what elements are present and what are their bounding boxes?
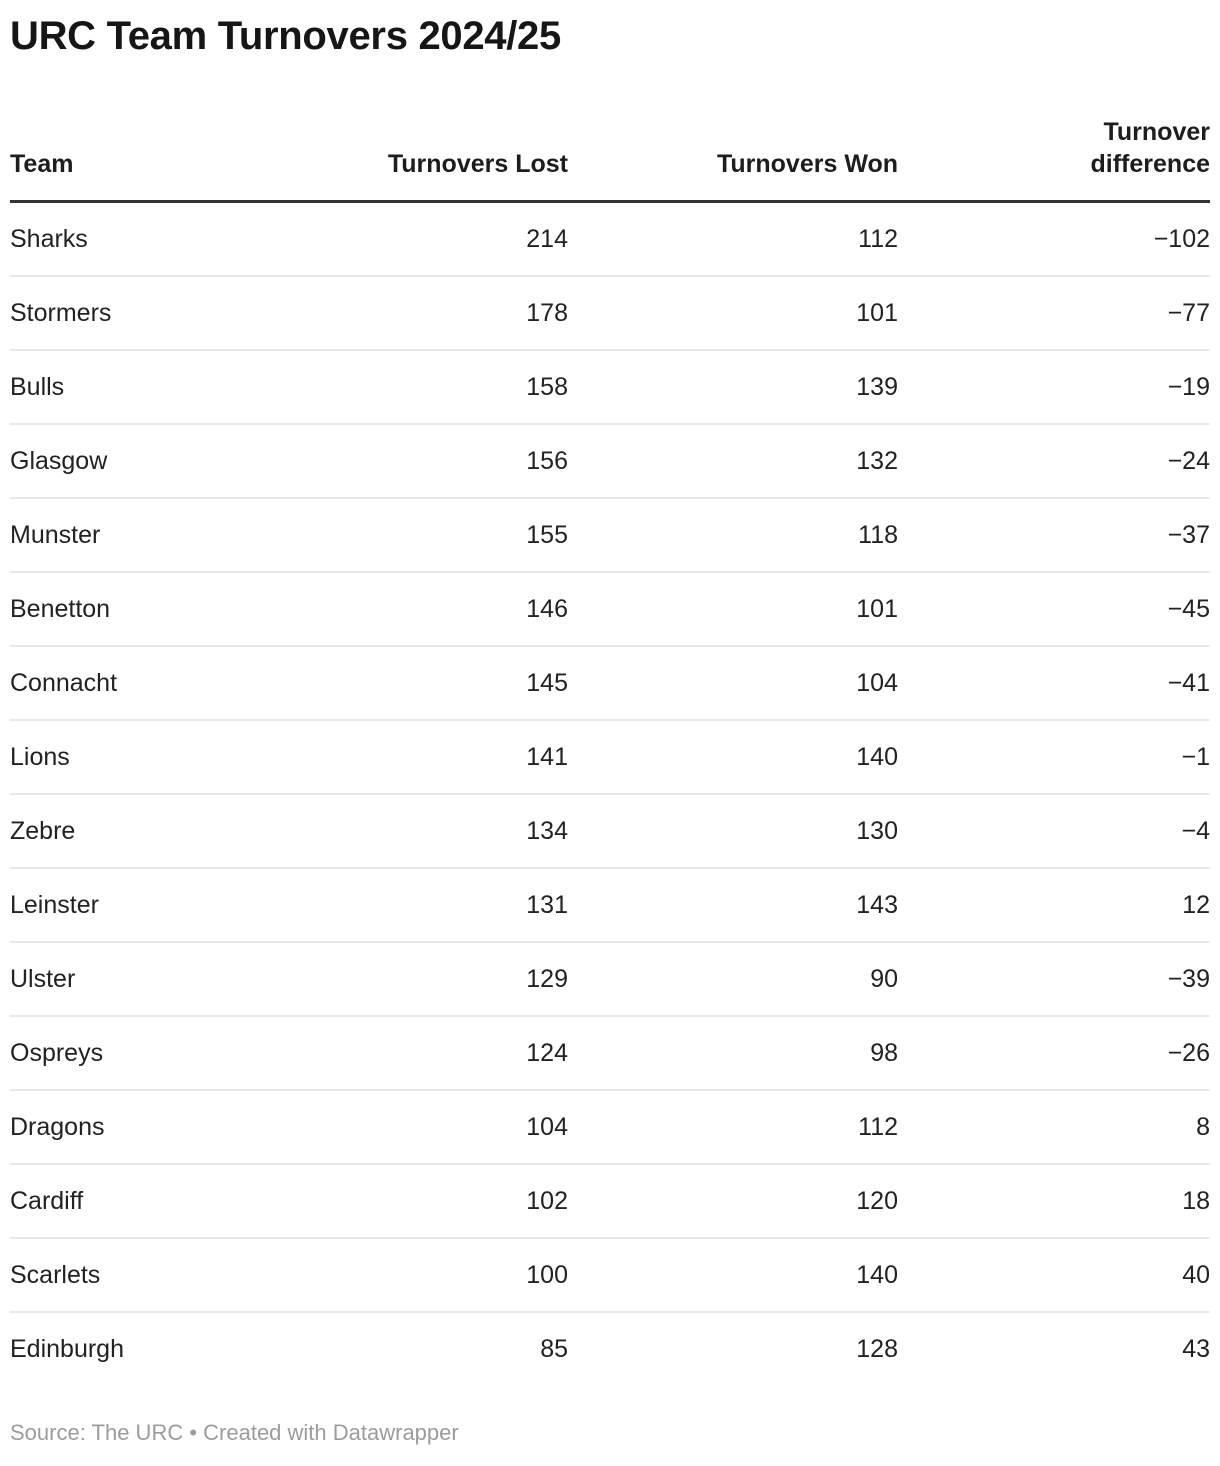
turnovers-won-cell: 104 [568, 646, 898, 721]
turnovers-won-cell: 98 [568, 1016, 898, 1091]
column-header-turnover-difference: Turnover difference [898, 116, 1210, 203]
table-row: Ospreys 124 98 −26 [10, 1016, 1210, 1091]
table-row: Ulster 129 90 −39 [10, 942, 1210, 1017]
turnovers-lost-cell: 104 [340, 1090, 568, 1165]
turnover-difference-cell: −102 [898, 201, 1210, 277]
team-cell: Edinburgh [10, 1335, 124, 1363]
source-attribution-text: Source: The URC • Created with Datawrapp… [10, 1420, 459, 1445]
turnovers-won-cell: 120 [568, 1164, 898, 1239]
turnovers-lost-cell: 100 [340, 1238, 568, 1313]
turnovers-won-cell: 140 [568, 720, 898, 795]
data-table: Team Turnovers Lost Turnovers Won Turnover … [10, 116, 1210, 1385]
column-header-turnovers-lost: Turnovers Lost [340, 116, 568, 203]
turnovers-won-cell: 112 [568, 201, 898, 277]
column-header-label: Turnovers Won [716, 150, 898, 178]
turnover-difference-cell: −4 [898, 794, 1210, 869]
team-cell: Zebre [10, 794, 340, 869]
turnover-difference-cell: −45 [898, 572, 1210, 647]
header-row: Team Turnovers Lost Turnovers Won Turnover … [10, 116, 1210, 203]
team-cell: Cardiff [10, 1164, 340, 1239]
turnovers-lost-cell: 156 [340, 424, 568, 499]
turnovers-lost-cell: 214 [340, 201, 568, 277]
table-row: Bulls 158 139 −19 [10, 350, 1210, 425]
turnovers-won-cell: 139 [568, 350, 898, 425]
turnovers-lost-cell: 131 [340, 868, 568, 943]
team-cell: Stormers [10, 276, 340, 351]
turnover-difference-cell: −41 [898, 646, 1210, 721]
turnovers-lost-cell: 134 [340, 794, 568, 869]
turnovers-won-cell: 112 [568, 1090, 898, 1165]
turnover-difference-cell: 43 [1182, 1335, 1210, 1363]
turnovers-lost-cell: 158 [340, 350, 568, 425]
table-row: Benetton 146 101 −45 [10, 572, 1210, 647]
turnovers-lost-cell: 178 [340, 276, 568, 351]
table-row: Cardiff 102 120 18 [10, 1164, 1210, 1239]
table-row: Lions 141 140 −1 [10, 720, 1210, 795]
column-header-label: Turnovers Lost [387, 150, 568, 178]
team-cell: Dragons [10, 1090, 340, 1165]
team-cell: Lions [10, 720, 340, 795]
column-header-turnovers-won: Turnovers Won [568, 116, 898, 203]
table-row: Connacht 145 104 −41 [10, 646, 1210, 721]
turnover-difference-cell: 12 [898, 868, 1210, 943]
turnovers-won-cell: 132 [568, 424, 898, 499]
table-row: Edinburgh 85 128 43 [10, 1312, 1210, 1385]
table-header: Team Turnovers Lost Turnovers Won Turnover … [10, 116, 1210, 203]
column-header-label: Team [10, 150, 74, 178]
turnover-difference-cell: −37 [898, 498, 1210, 573]
table-body: Sharks 214 112 −102 Stormers 178 101 −77 Bulls 15… [10, 201, 1210, 1386]
turnovers-lost-cell: 155 [340, 498, 568, 573]
table-row: Zebre 134 130 −4 [10, 794, 1210, 869]
turnovers-lost-cell: 146 [340, 572, 568, 647]
turnovers-won-cell: 101 [568, 276, 898, 351]
team-cell: Scarlets [10, 1238, 340, 1313]
table-row: Sharks 214 112 −102 [10, 201, 1210, 277]
column-header-label: Turnover difference [1090, 118, 1210, 178]
turnovers-lost-cell: 145 [340, 646, 568, 721]
turnovers-won-cell: 128 [856, 1335, 898, 1363]
team-cell: Benetton [10, 572, 340, 647]
turnover-difference-cell: 8 [898, 1090, 1210, 1165]
turnover-difference-cell: 40 [898, 1238, 1210, 1313]
team-cell: Bulls [10, 350, 340, 425]
column-header-team: Team [10, 116, 340, 203]
table-row: Leinster 131 143 12 [10, 868, 1210, 943]
table-row: Munster 155 118 −37 [10, 498, 1210, 573]
table-row: Glasgow 156 132 −24 [10, 424, 1210, 499]
turnovers-lost-cell: 124 [340, 1016, 568, 1091]
turnovers-lost-cell: 141 [340, 720, 568, 795]
turnovers-lost-cell: 85 [540, 1335, 568, 1363]
turnovers-lost-cell: 102 [340, 1164, 568, 1239]
turnovers-won-cell: 118 [568, 498, 898, 573]
turnover-difference-cell: −26 [898, 1016, 1210, 1091]
table-row: Dragons 104 112 8 [10, 1090, 1210, 1165]
turnover-difference-cell: 18 [898, 1164, 1210, 1239]
turnovers-won-cell: 101 [568, 572, 898, 647]
turnovers-won-cell: 90 [568, 942, 898, 1017]
turnover-difference-cell: −1 [898, 720, 1210, 795]
turnovers-won-cell: 143 [568, 868, 898, 943]
team-cell: Connacht [10, 646, 340, 721]
turnover-difference-cell: −77 [898, 276, 1210, 351]
team-cell: Ospreys [10, 1016, 340, 1091]
turnover-difference-cell: −24 [898, 424, 1210, 499]
team-cell: Munster [10, 498, 340, 573]
source-attribution: Source: The URC • Created with Datawrapp… [10, 1420, 1210, 1446]
team-cell: Leinster [10, 868, 340, 943]
team-cell: Glasgow [10, 424, 340, 499]
turnovers-lost-cell: 129 [340, 942, 568, 1017]
turnover-difference-cell: −39 [898, 942, 1210, 1017]
chart-title: URC Team Turnovers 2024/25 [10, 14, 561, 58]
team-cell: Sharks [10, 201, 340, 277]
table-row: Stormers 178 101 −77 [10, 276, 1210, 351]
turnovers-won-cell: 130 [568, 794, 898, 869]
turnover-difference-cell: −19 [898, 350, 1210, 425]
turnovers-won-cell: 140 [568, 1238, 898, 1313]
table-row: Scarlets 100 140 40 [10, 1238, 1210, 1313]
team-cell: Ulster [10, 942, 340, 1017]
